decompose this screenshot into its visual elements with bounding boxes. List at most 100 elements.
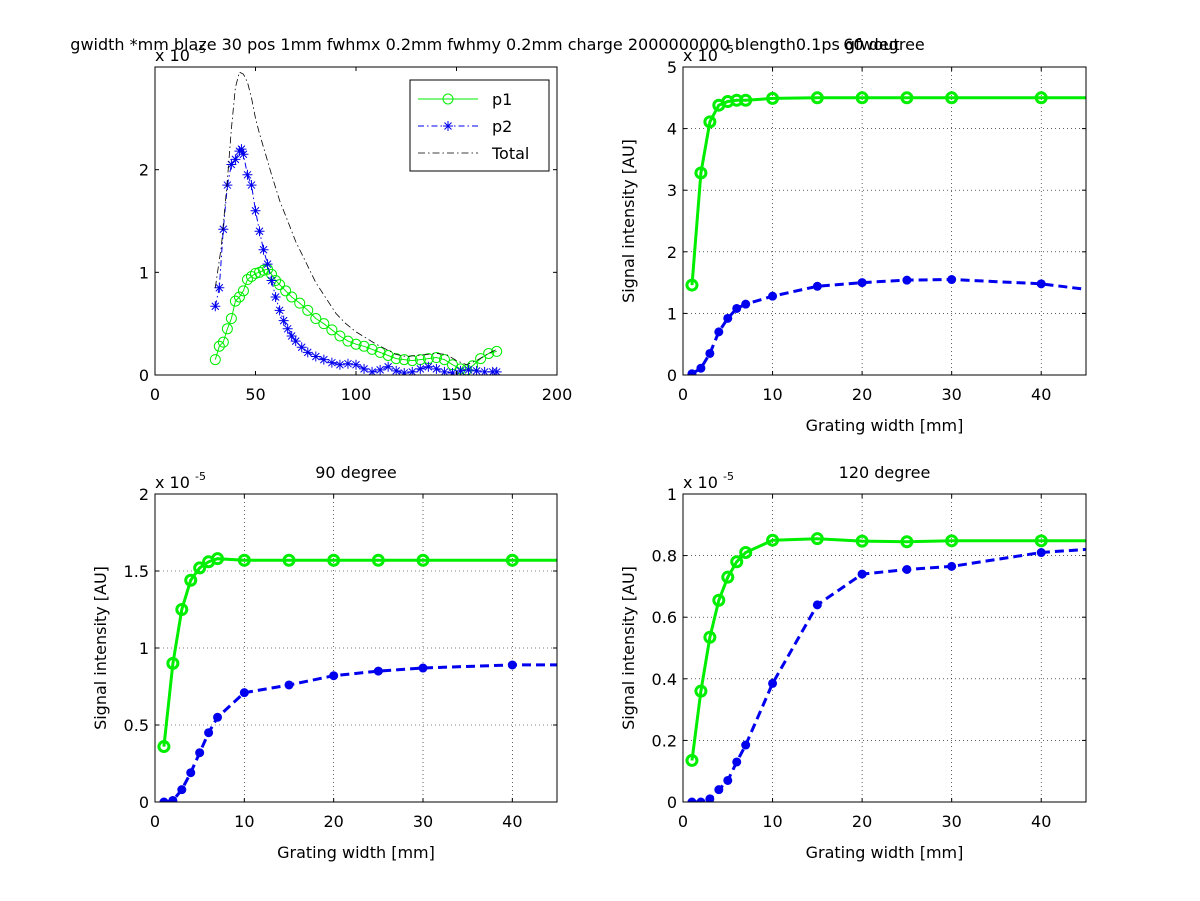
legend-label-p1: p1 <box>492 90 512 109</box>
series-1-p1-point-1 <box>213 340 225 352</box>
x-tick-label-3-0: 0 <box>150 812 160 831</box>
series-3-line2-point-1 <box>168 795 178 802</box>
y-tick-label-2-0: 0 <box>667 366 677 385</box>
series-1-p1-point-32 <box>398 354 410 366</box>
series-1-p2-point-36 <box>407 366 418 375</box>
overlapping-title-60-degree: 60 degree <box>843 35 925 54</box>
x-tick-label-2-0: 0 <box>678 385 688 404</box>
series-4-line2-point-2 <box>705 794 715 802</box>
series-1-p1-point-25 <box>342 335 354 347</box>
series-1-p1-point-21 <box>310 313 322 325</box>
series-1-p2-point-25 <box>318 354 329 365</box>
series-2-line2-point-12 <box>1036 279 1046 289</box>
series-3-line1-point-3 <box>184 573 198 587</box>
series-2-line2-point-3 <box>714 327 724 337</box>
series-1-p2-point-12 <box>254 226 265 237</box>
series-1-p1-point-4 <box>225 313 237 325</box>
exponent-power-3: -5 <box>195 470 206 483</box>
series-group-4 <box>685 532 1086 802</box>
series-1-p2-point-14 <box>262 259 273 270</box>
series-2-line2-point-4 <box>723 313 733 323</box>
series-1-p1-point-36 <box>430 352 442 364</box>
series-4-line2-point-10 <box>902 564 912 574</box>
x-tick-label-4-0: 0 <box>678 812 688 831</box>
series-3-line1-point-2 <box>175 603 189 616</box>
y-axis-label-2: Signal intensity [AU] <box>619 139 638 303</box>
series-1-p2-point-44 <box>471 365 482 375</box>
x-tick-label-1-1: 50 <box>245 385 265 404</box>
series-1-p2-point-31 <box>367 366 378 375</box>
x-tick-label-2-3: 30 <box>941 385 961 404</box>
y-axis-label-3: Signal intensity [AU] <box>91 566 110 730</box>
exponent-base-4: x 10 <box>683 473 718 492</box>
series-1-p2-point-34 <box>391 365 402 375</box>
series-4-line1-point-11 <box>945 534 959 548</box>
series-1-p1-point-0 <box>209 354 221 366</box>
series-1-p2-point-43 <box>463 364 474 375</box>
series-1-p1-point-10 <box>250 267 261 279</box>
y-tick-label-1-1: 1 <box>139 263 149 282</box>
series-3-line1-point-6 <box>211 552 225 566</box>
series-4-line1-point-8 <box>810 532 824 546</box>
series-group-3 <box>157 552 557 802</box>
subplot-1: 0 50 100 150 200 0 1 2 x 10 -5 p1 p2 Total <box>139 43 572 404</box>
series-4-line2-point-5 <box>732 757 742 767</box>
series-1-p2-point-4 <box>226 159 237 170</box>
series-1-p2-point-20 <box>286 330 297 341</box>
x-axis-label-2: Grating width [mm] <box>806 416 964 435</box>
subplot-3: 0 10 20 30 40 0 0.5 1 1.5 2 x 10 -5 90 degree Grating… <box>91 463 558 862</box>
series-1-p2-point-9 <box>242 169 253 180</box>
series-1-p2-point-21 <box>290 336 301 347</box>
series-group-1 <box>209 71 503 375</box>
x-tick-label-3-2: 20 <box>323 812 343 831</box>
series-1-p2-point-28 <box>342 358 353 369</box>
series-2-line2-point-7 <box>768 291 778 301</box>
series-1-p1-point-24 <box>334 330 346 342</box>
series-2-line1-point-12 <box>1034 91 1048 105</box>
series-1-p1-point-44 <box>491 345 503 357</box>
exponent-power-2: -5 <box>723 43 734 56</box>
series-1-p2-point-2 <box>218 224 229 235</box>
series-1-p1-point-37 <box>438 354 450 366</box>
x-tick-label-1-4: 200 <box>542 385 573 404</box>
series-1-p1-point-42 <box>475 353 487 365</box>
series-1-p2-point-0 <box>210 301 221 312</box>
y-tick-label-4-0: 0 <box>667 793 677 812</box>
series-4-line2-point-4 <box>723 775 733 785</box>
series-4-line2-point-1 <box>696 797 706 802</box>
subplot-4: 0 10 20 30 40 0 0.2 0.4 0.6 0.8 1 x 10 -5 120 degree G… <box>619 463 1087 862</box>
series-1-p2-point-19 <box>282 323 293 334</box>
x-tick-label-4-2: 20 <box>852 812 872 831</box>
series-4-line1-point-12 <box>1034 534 1048 548</box>
x-tick-label-3-3: 30 <box>413 812 433 831</box>
series-4-line2-point-8 <box>812 600 822 610</box>
exponent-base-1: x 10 <box>155 46 190 65</box>
series-4-line2-point-11 <box>947 561 957 571</box>
series-3-line2-point-6 <box>213 712 223 722</box>
series-1-p2-point-24 <box>310 351 321 362</box>
exponent-power-4: -5 <box>723 470 734 483</box>
series-2-line1-line <box>690 96 1086 286</box>
series-3-line1-point-0 <box>157 740 171 754</box>
series-4-line1-point-6 <box>739 546 753 560</box>
y-tick-label-3-4: 2 <box>139 485 149 504</box>
series-1-p1-point-6 <box>233 291 245 303</box>
series-1-p2-point-38 <box>423 361 434 372</box>
series-4-line2-point-3 <box>714 785 724 795</box>
series-2-line2-point-11 <box>947 275 957 285</box>
series-1-p2-point-15 <box>266 275 277 286</box>
series-4-line1-point-10 <box>900 535 914 549</box>
x-tick-label-3-1: 10 <box>234 812 254 831</box>
y-tick-label-2-3: 3 <box>667 181 677 200</box>
series-3-line2-point-11 <box>418 663 428 673</box>
series-1-p2-point-45 <box>479 366 490 375</box>
series-2-line2-point-10 <box>902 275 912 285</box>
series-4-line2-point-9 <box>857 569 867 579</box>
x-tick-label-2-4: 40 <box>1031 385 1051 404</box>
exponent-power-1: -5 <box>195 43 206 56</box>
exponent-label-4: x 10 -5 <box>683 470 734 492</box>
y-tick-label-3-1: 0.5 <box>124 716 149 735</box>
series-3-line2-point-2 <box>177 785 187 795</box>
series-4-line1-point-2 <box>703 630 717 644</box>
axes-box-2 <box>682 66 1087 376</box>
